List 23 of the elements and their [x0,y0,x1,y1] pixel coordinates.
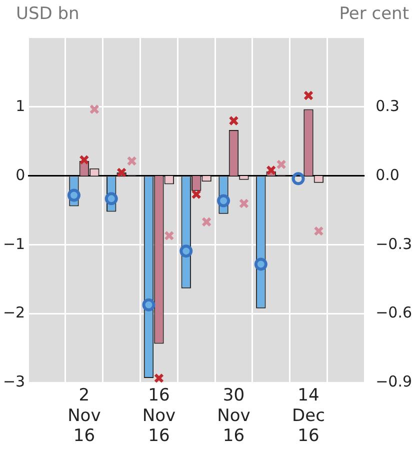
y-tick-label: 1 [16,96,26,115]
x-tick-label: 16 Nov 16 [142,385,176,446]
y-tick-label: 0 [16,166,26,184]
y-tick-label: −2 [2,304,26,322]
point [292,172,305,186]
point [142,298,156,312]
y-tick-label: −1 [2,234,26,253]
point [104,192,118,206]
point [217,194,230,208]
x-tick-label: 30 Nov 16 [217,385,250,446]
point [180,244,193,258]
point [67,188,80,202]
y-axis-title: USD bn [16,4,80,24]
x-tick-label: 14 Dec 16 [292,385,325,446]
y-tick-label: −3 [2,372,26,391]
y2-tick-label: −0.6 [376,304,412,322]
y2-tick-label: −0.9 [376,372,412,391]
x-tick-label: 2 Nov 16 [68,385,101,446]
y2-tick-label: −0.3 [376,234,412,253]
y2-tick-label: 0.3 [376,96,400,115]
y2-tick-label: 0.0 [376,166,400,184]
y2-axis-title: Per cent [339,4,409,24]
point [254,258,268,271]
